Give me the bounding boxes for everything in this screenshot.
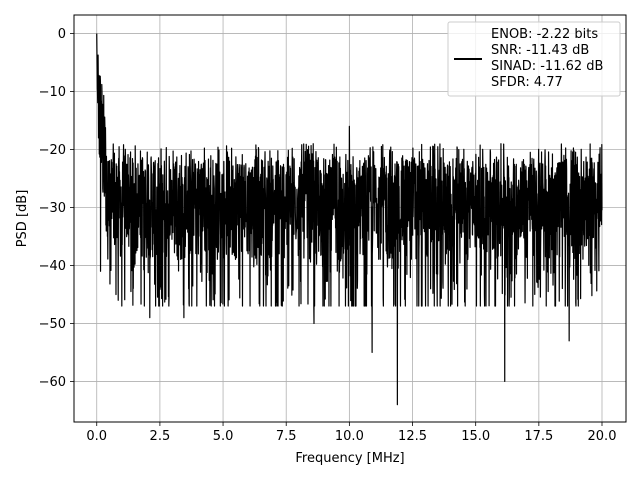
x-tick-label: 10.0	[335, 429, 364, 444]
x-tick-label: 12.5	[398, 429, 427, 444]
legend-sfdr: SFDR: 4.77	[491, 75, 563, 90]
legend: ENOB: -2.22 bits SNR: -11.43 dB SINAD: -…	[447, 21, 621, 97]
y-tick-label: −50	[39, 317, 66, 332]
psd-series	[96, 33, 603, 406]
y-tick-label: −20	[39, 143, 66, 158]
plot-area-frame	[73, 14, 627, 423]
legend-enob: ENOB: -2.22 bits	[491, 27, 598, 42]
y-axis-ticks: 0 −10 −20 −30 −40 −50 −60	[39, 27, 74, 390]
x-tick-label: 0.0	[86, 429, 107, 444]
y-tick-label: 0	[58, 27, 66, 42]
y-tick-label: −40	[39, 259, 66, 274]
x-tick-label: 5.0	[213, 429, 234, 444]
x-tick-label: 2.5	[150, 429, 171, 444]
x-tick-label: 15.0	[461, 429, 490, 444]
y-tick-label: −10	[39, 85, 66, 100]
y-axis-label: PSD [dB]	[15, 190, 30, 248]
x-tick-label: 7.5	[276, 429, 297, 444]
x-axis-label: Frequency [MHz]	[295, 451, 404, 466]
y-tick-label: −60	[39, 375, 66, 390]
legend-box	[447, 21, 621, 97]
x-tick-label: 17.5	[524, 429, 553, 444]
x-tick-label: 20.0	[588, 429, 617, 444]
psd-series-line	[96, 33, 603, 406]
legend-snr: SNR: -11.43 dB	[491, 43, 589, 58]
x-axis-ticks: 0.0 2.5 5.0 7.5 10.0 12.5 15.0 17.5 20.0	[86, 422, 616, 444]
legend-sinad: SINAD: -11.62 dB	[491, 59, 603, 74]
y-tick-label: −30	[39, 201, 66, 216]
